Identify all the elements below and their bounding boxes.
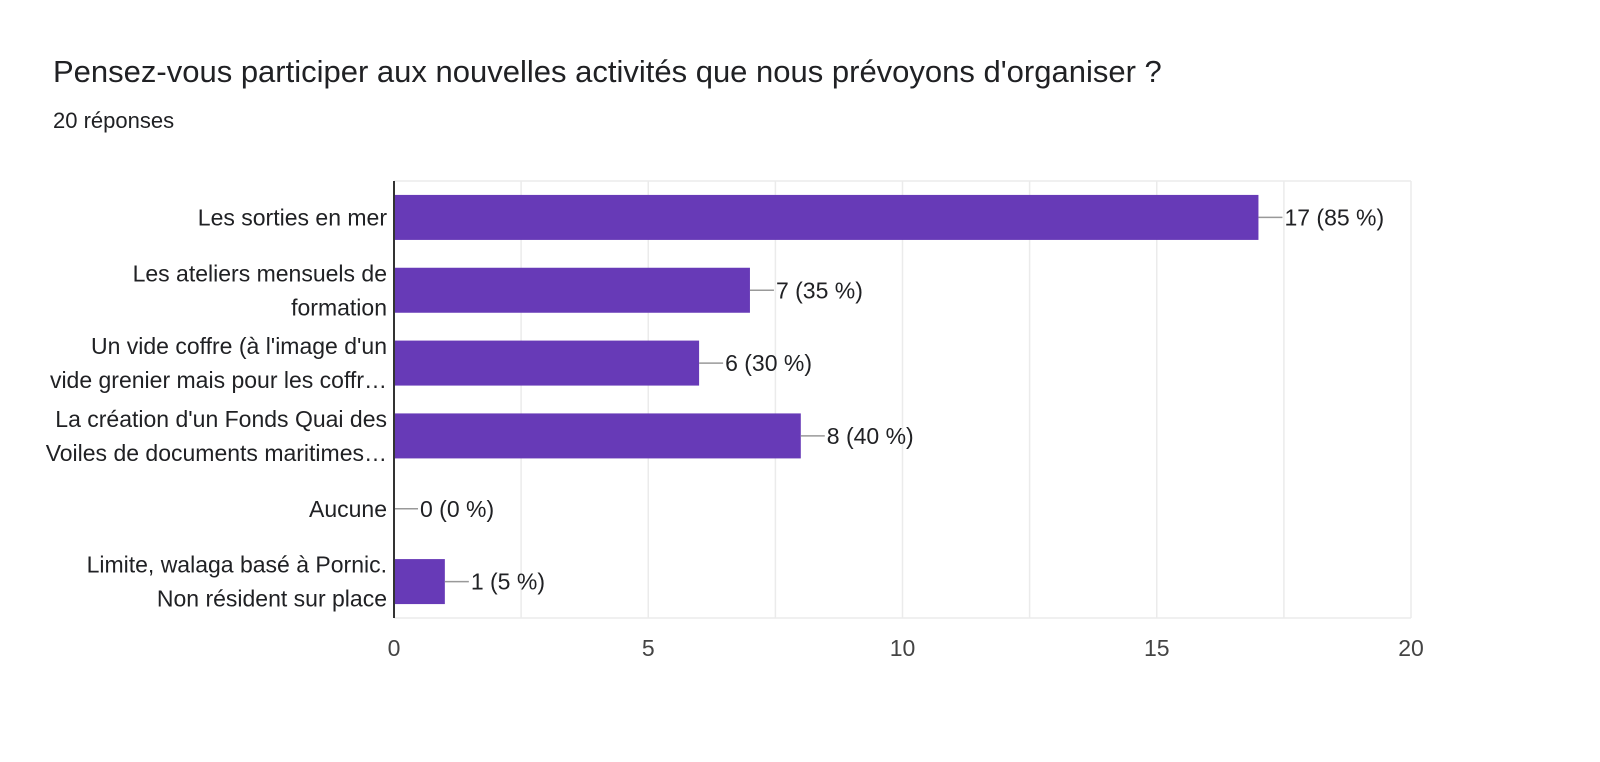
x-tick-label: 10 <box>890 635 916 661</box>
x-tick-label: 15 <box>1144 635 1170 661</box>
value-label: 0 (0 %) <box>420 496 494 522</box>
bar <box>394 267 750 313</box>
x-tick-label: 5 <box>642 635 655 661</box>
category-label: Les ateliers mensuels de <box>133 260 387 286</box>
category-label: La création d'un Fonds Quai des <box>55 406 387 432</box>
chart-title: Pensez-vous participer aux nouvelles act… <box>53 54 1162 89</box>
value-label: 17 (85 %) <box>1284 204 1384 230</box>
x-tick-label: 20 <box>1398 635 1424 661</box>
category-label: Non résident sur place <box>157 586 387 612</box>
category-label: vide grenier mais pour les coffr… <box>50 367 387 393</box>
grid-lines <box>393 180 1412 619</box>
bar <box>394 340 700 386</box>
value-label: 1 (5 %) <box>471 569 545 595</box>
value-label: 8 (40 %) <box>827 423 914 449</box>
bars <box>394 194 1259 605</box>
bar <box>394 413 801 459</box>
category-label: Un vide coffre (à l'image d'un <box>91 333 387 359</box>
value-label: 7 (35 %) <box>776 277 863 303</box>
x-tick-label: 0 <box>388 635 401 661</box>
category-label: Limite, walaga basé à Pornic. <box>87 552 387 578</box>
response-count: 20 réponses <box>53 108 175 133</box>
bar <box>394 559 445 605</box>
category-label: Voiles de documents maritimes… <box>46 440 387 466</box>
value-label: 6 (30 %) <box>725 350 812 376</box>
category-label: Aucune <box>309 496 387 522</box>
category-label: Les sorties en mer <box>198 204 388 230</box>
category-label: formation <box>291 294 387 320</box>
bar <box>394 194 1259 240</box>
labels: 0 5 10 15 20 17 (85 %) Les sorties en mer 7 (35… <box>46 181 1424 661</box>
